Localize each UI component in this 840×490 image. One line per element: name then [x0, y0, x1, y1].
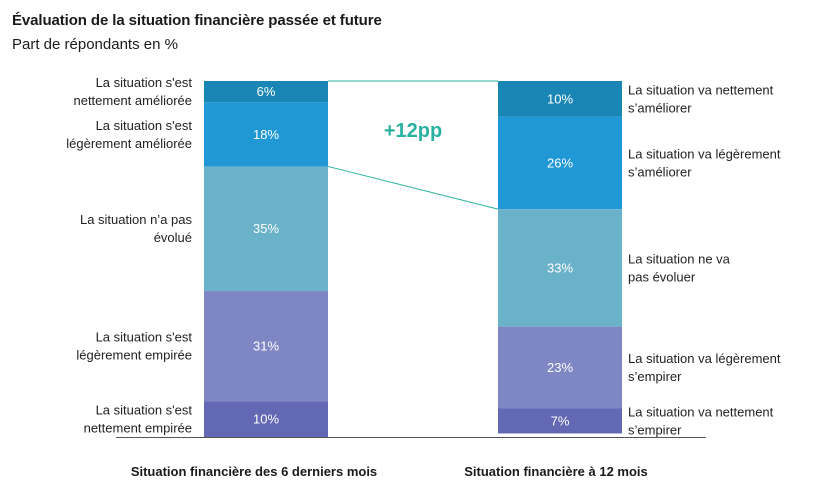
segment-label: pas évoluer: [628, 269, 696, 284]
segment-label: La situation va légèrement: [628, 351, 781, 366]
segment-label: La situation va légèrement: [628, 146, 781, 161]
bar-segment: [498, 209, 622, 327]
value-label: 10%: [547, 91, 573, 106]
value-label: 6%: [257, 84, 276, 99]
segment-label: évolué: [154, 230, 192, 245]
value-label: 26%: [547, 155, 573, 170]
segment-label: La situation va nettement: [628, 404, 774, 419]
segment-label: La situation s'est: [96, 403, 193, 418]
bar-segment: [204, 401, 328, 437]
bar-segment: [498, 81, 622, 117]
bar-segment: [498, 326, 622, 409]
segment-label: La situation s'est: [96, 75, 193, 90]
segment-label: s’empirer: [628, 422, 682, 437]
value-label: 10%: [253, 412, 279, 427]
segment-label: nettement empirée: [84, 421, 192, 436]
value-label: 35%: [253, 221, 279, 236]
value-label: 18%: [253, 127, 279, 142]
segment-label: La situation s'est: [96, 330, 193, 345]
delta-annotation: +12pp: [384, 120, 442, 142]
value-label: 31%: [253, 339, 279, 354]
category-label: Situation financière des 6 derniers mois: [131, 464, 377, 479]
segment-label: La situation va nettement: [628, 82, 774, 97]
value-label: 7%: [551, 413, 570, 428]
segment-label: légèrement améliorée: [66, 136, 192, 151]
bar-segment: [498, 116, 622, 210]
segment-label: s’améliorer: [628, 100, 692, 115]
value-label: 33%: [547, 260, 573, 275]
chart-title: Évaluation de la situation financière pa…: [12, 12, 382, 29]
bar-segment: [204, 102, 328, 167]
segment-label: La situation n’a pas: [80, 212, 193, 227]
bar-segment: [204, 291, 328, 402]
segment-label: s’améliorer: [628, 164, 692, 179]
value-label: 23%: [547, 360, 573, 375]
segment-label: nettement améliorée: [73, 93, 192, 108]
segment-label: La situation ne va: [628, 251, 731, 266]
segment-label: s’empirer: [628, 369, 682, 384]
bar-segment: [498, 408, 622, 434]
chart-subtitle: Part de répondants en %: [12, 36, 178, 53]
connector-line: [327, 165, 499, 210]
bar-segment: [204, 166, 328, 292]
segment-label: La situation s'est: [96, 118, 193, 133]
bar-segment: [204, 81, 328, 103]
segment-label: légèrement empirée: [76, 348, 192, 363]
category-label: Situation financière à 12 mois: [464, 464, 648, 479]
